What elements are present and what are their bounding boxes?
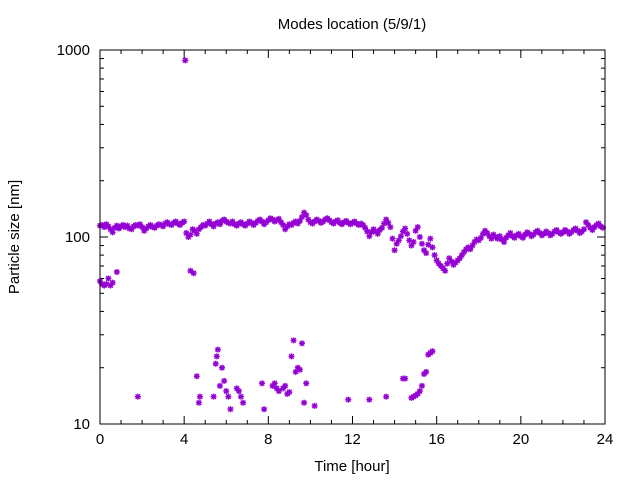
data-point	[212, 360, 219, 367]
data-point	[210, 393, 217, 400]
data-point	[190, 270, 197, 277]
data-point	[290, 337, 297, 344]
data-point	[134, 393, 141, 400]
data-point	[196, 393, 203, 400]
data-point	[427, 235, 434, 242]
data-point	[213, 353, 220, 360]
y-axis-label: Particle size [nm]	[6, 180, 23, 294]
data-point	[219, 364, 226, 371]
data-point	[423, 368, 430, 375]
data-point	[275, 388, 282, 395]
data-point	[296, 366, 303, 373]
data-point	[214, 346, 221, 353]
data-point	[195, 399, 202, 406]
data-point	[410, 239, 417, 246]
y-tick-label: 1000	[57, 42, 90, 59]
data-point	[225, 393, 232, 400]
data-point	[442, 267, 449, 274]
y-tick-label: 100	[65, 229, 90, 246]
data-point	[416, 234, 423, 240]
data-point	[259, 380, 266, 387]
data-point	[397, 233, 404, 240]
data-point	[193, 373, 200, 380]
data-point	[301, 399, 308, 406]
data-points	[97, 57, 606, 413]
data-point	[187, 231, 194, 238]
x-tick-label: 16	[428, 431, 445, 448]
data-point	[216, 382, 223, 389]
data-point	[235, 388, 242, 395]
data-point	[580, 226, 587, 233]
data-point	[271, 380, 278, 387]
data-point	[223, 388, 230, 395]
data-point	[444, 260, 451, 267]
data-point	[429, 244, 436, 251]
data-point	[105, 275, 112, 282]
data-point	[299, 340, 305, 347]
data-point	[391, 247, 398, 254]
chart-title: Modes location (5/9/1)	[278, 16, 426, 33]
data-point	[429, 348, 436, 355]
data-point	[288, 353, 295, 360]
data-point	[418, 240, 425, 247]
data-point	[282, 382, 289, 389]
data-point	[311, 402, 318, 409]
data-point	[240, 399, 247, 406]
data-point	[416, 388, 423, 395]
data-point	[404, 230, 411, 237]
data-point	[261, 406, 268, 413]
data-point	[286, 389, 293, 396]
data-point	[366, 396, 373, 403]
data-point	[227, 406, 234, 413]
x-tick-label: 8	[264, 431, 272, 448]
data-point	[402, 225, 409, 232]
data-point	[389, 235, 396, 242]
axis-ticks: 0 4 8 12 16 20 24 10 100 1000	[57, 42, 614, 448]
data-point	[181, 218, 188, 225]
data-point	[418, 382, 425, 389]
data-point	[423, 250, 430, 257]
x-tick-label: 4	[180, 431, 188, 448]
data-point	[431, 252, 438, 259]
x-tick-label: 24	[597, 431, 614, 448]
data-point	[237, 393, 244, 400]
data-point	[109, 279, 116, 286]
plot-frame	[99, 49, 606, 425]
data-point	[113, 268, 120, 275]
x-tick-label: 20	[512, 431, 529, 448]
data-point	[345, 396, 352, 403]
y-tick-label: 10	[73, 416, 90, 433]
data-point	[414, 224, 421, 231]
data-point	[193, 230, 200, 237]
x-axis-label: Time [hour]	[314, 458, 389, 475]
x-tick-label: 0	[96, 431, 104, 448]
data-point	[402, 375, 409, 382]
x-tick-label: 12	[344, 431, 361, 448]
data-point	[221, 377, 228, 384]
data-point	[387, 224, 394, 231]
data-point	[425, 241, 432, 248]
data-point	[364, 228, 371, 235]
data-point	[303, 380, 310, 387]
data-point	[182, 57, 189, 64]
data-point	[383, 393, 390, 400]
